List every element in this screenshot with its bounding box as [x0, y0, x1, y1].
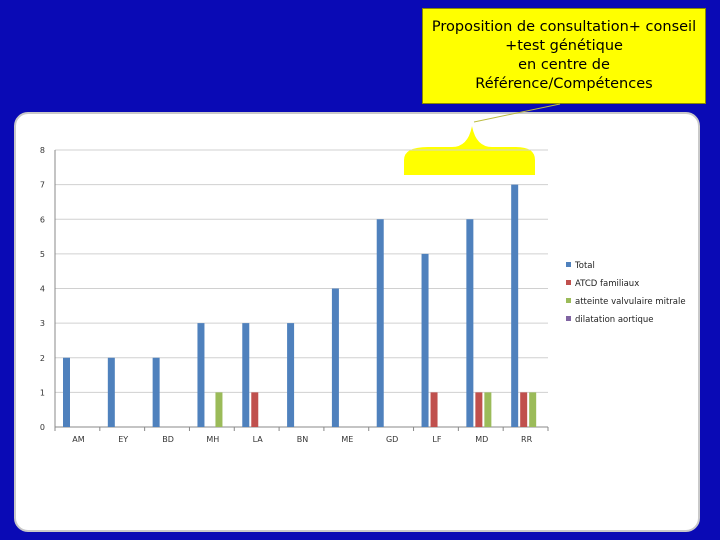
y-tick-label: 8 [40, 146, 45, 155]
x-tick-label: RR [521, 435, 533, 444]
x-tick-label: ME [341, 435, 353, 444]
callout-line: en centre de [518, 57, 610, 73]
x-tick-label: GD [386, 435, 398, 444]
bar-total [331, 288, 339, 427]
bar-total [107, 357, 115, 427]
y-tick-label: 3 [40, 319, 45, 328]
legend-swatch [566, 262, 571, 267]
chart-panel [14, 112, 700, 532]
x-tick-label: EY [118, 435, 128, 444]
callout-line: +test génétique [505, 38, 623, 54]
callout-pointer [404, 103, 561, 175]
bar-total [152, 357, 160, 427]
bar-total [242, 323, 250, 427]
x-tick-label: MD [475, 435, 488, 444]
x-tick-label: BD [162, 435, 174, 444]
y-tick-label: 1 [40, 388, 45, 397]
callout-pointer-line [473, 103, 561, 123]
y-tick-label: 6 [40, 215, 45, 224]
y-tick-label: 0 [40, 423, 45, 432]
callout-box: Proposition de consultation+ conseil +te… [422, 8, 706, 104]
y-tick-label: 4 [40, 285, 45, 294]
bar-atcd-familiaux [430, 392, 438, 427]
bar-total [421, 253, 429, 427]
bar-total [287, 323, 295, 427]
callout-line: Proposition de consultation+ conseil [431, 19, 697, 35]
bar-atcd-familiaux [520, 392, 528, 427]
bar-atteinte-valvulaire-mitrale [529, 392, 537, 427]
legend-swatch [566, 298, 571, 303]
bar-total [376, 219, 384, 427]
legend-label: dilatation aortique [575, 315, 653, 325]
legend-swatch [566, 280, 571, 285]
legend-label: ATCD familiaux [575, 279, 639, 289]
y-tick-label: 7 [40, 181, 45, 190]
x-tick-label: MH [206, 435, 219, 444]
callout-line: Référence/Compétences [475, 76, 653, 92]
bar-atcd-familiaux [475, 392, 483, 427]
y-tick-label: 2 [40, 354, 45, 363]
x-tick-label: LF [432, 435, 441, 444]
bar-total [466, 219, 474, 427]
bar-atteinte-valvulaire-mitrale [484, 392, 492, 427]
bar-total [63, 357, 70, 427]
x-tick-label: LA [253, 435, 264, 444]
x-tick-label: AM [72, 435, 84, 444]
x-tick-label: BN [297, 435, 308, 444]
bar-atcd-familiaux [251, 392, 259, 427]
legend-label: Total [574, 261, 595, 271]
bar-atteinte-valvulaire-mitrale [215, 392, 223, 427]
y-tick-label: 5 [40, 250, 45, 259]
bar-total [197, 323, 205, 427]
bar-total [511, 184, 519, 427]
legend-label: atteinte valvulaire mitrale [575, 297, 686, 307]
legend-swatch [566, 316, 571, 321]
